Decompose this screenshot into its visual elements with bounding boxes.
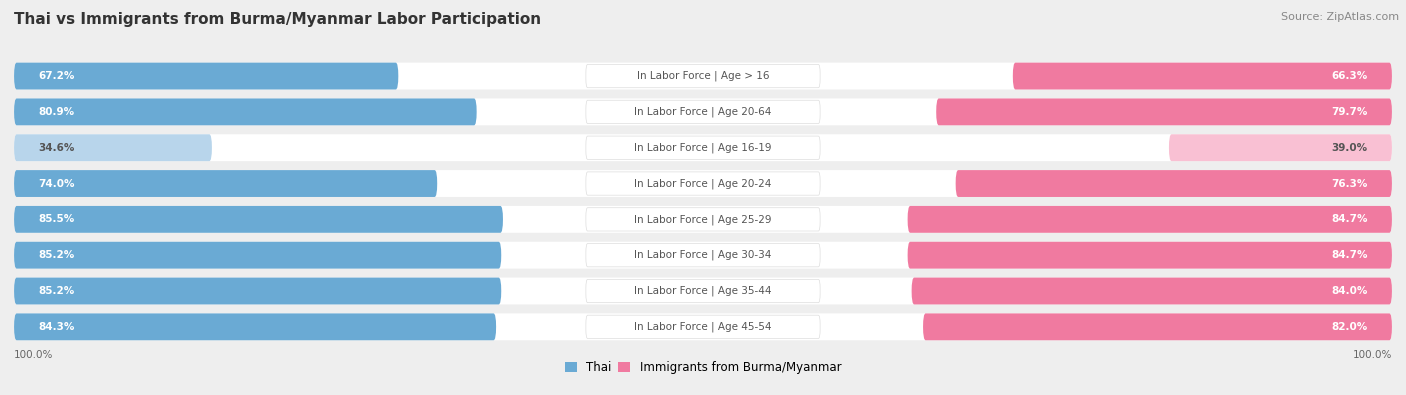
- FancyBboxPatch shape: [14, 206, 503, 233]
- FancyBboxPatch shape: [14, 134, 212, 161]
- Text: In Labor Force | Age 20-64: In Labor Force | Age 20-64: [634, 107, 772, 117]
- FancyBboxPatch shape: [14, 63, 398, 90]
- FancyBboxPatch shape: [14, 242, 502, 269]
- Text: 85.5%: 85.5%: [38, 214, 75, 224]
- Text: In Labor Force | Age 25-29: In Labor Force | Age 25-29: [634, 214, 772, 225]
- Text: In Labor Force | Age 16-19: In Labor Force | Age 16-19: [634, 143, 772, 153]
- FancyBboxPatch shape: [14, 98, 1392, 125]
- FancyBboxPatch shape: [14, 278, 502, 305]
- Text: 79.7%: 79.7%: [1331, 107, 1368, 117]
- Text: 76.3%: 76.3%: [1331, 179, 1368, 188]
- FancyBboxPatch shape: [586, 100, 820, 124]
- FancyBboxPatch shape: [14, 313, 496, 340]
- FancyBboxPatch shape: [908, 206, 1392, 233]
- Text: 67.2%: 67.2%: [38, 71, 75, 81]
- Legend: Thai, Immigrants from Burma/Myanmar: Thai, Immigrants from Burma/Myanmar: [565, 361, 841, 374]
- Text: 34.6%: 34.6%: [38, 143, 75, 153]
- FancyBboxPatch shape: [956, 170, 1392, 197]
- Text: 39.0%: 39.0%: [1331, 143, 1368, 153]
- FancyBboxPatch shape: [586, 136, 820, 159]
- Text: In Labor Force | Age 20-24: In Labor Force | Age 20-24: [634, 178, 772, 189]
- FancyBboxPatch shape: [14, 98, 477, 125]
- Text: 74.0%: 74.0%: [38, 179, 75, 188]
- Text: In Labor Force | Age > 16: In Labor Force | Age > 16: [637, 71, 769, 81]
- Text: In Labor Force | Age 35-44: In Labor Force | Age 35-44: [634, 286, 772, 296]
- Text: 100.0%: 100.0%: [1353, 350, 1392, 361]
- Text: 100.0%: 100.0%: [14, 350, 53, 361]
- Text: 84.3%: 84.3%: [38, 322, 75, 332]
- FancyBboxPatch shape: [586, 244, 820, 267]
- Text: 66.3%: 66.3%: [1331, 71, 1368, 81]
- FancyBboxPatch shape: [14, 278, 1392, 305]
- FancyBboxPatch shape: [14, 170, 437, 197]
- Text: 80.9%: 80.9%: [38, 107, 75, 117]
- FancyBboxPatch shape: [14, 242, 1392, 269]
- Text: Source: ZipAtlas.com: Source: ZipAtlas.com: [1281, 12, 1399, 22]
- Text: 84.7%: 84.7%: [1331, 214, 1368, 224]
- Text: In Labor Force | Age 45-54: In Labor Force | Age 45-54: [634, 322, 772, 332]
- FancyBboxPatch shape: [14, 63, 1392, 90]
- Text: Thai vs Immigrants from Burma/Myanmar Labor Participation: Thai vs Immigrants from Burma/Myanmar La…: [14, 12, 541, 27]
- FancyBboxPatch shape: [908, 242, 1392, 269]
- FancyBboxPatch shape: [1168, 134, 1392, 161]
- Text: 85.2%: 85.2%: [38, 250, 75, 260]
- FancyBboxPatch shape: [911, 278, 1392, 305]
- FancyBboxPatch shape: [14, 134, 1392, 161]
- FancyBboxPatch shape: [14, 313, 1392, 340]
- Text: 84.7%: 84.7%: [1331, 250, 1368, 260]
- FancyBboxPatch shape: [936, 98, 1392, 125]
- FancyBboxPatch shape: [586, 172, 820, 195]
- Text: In Labor Force | Age 30-34: In Labor Force | Age 30-34: [634, 250, 772, 260]
- Text: 82.0%: 82.0%: [1331, 322, 1368, 332]
- FancyBboxPatch shape: [14, 206, 1392, 233]
- FancyBboxPatch shape: [14, 170, 1392, 197]
- FancyBboxPatch shape: [586, 208, 820, 231]
- FancyBboxPatch shape: [1012, 63, 1392, 90]
- Text: 85.2%: 85.2%: [38, 286, 75, 296]
- FancyBboxPatch shape: [586, 315, 820, 339]
- FancyBboxPatch shape: [586, 64, 820, 88]
- FancyBboxPatch shape: [586, 279, 820, 303]
- FancyBboxPatch shape: [924, 313, 1392, 340]
- Text: 84.0%: 84.0%: [1331, 286, 1368, 296]
